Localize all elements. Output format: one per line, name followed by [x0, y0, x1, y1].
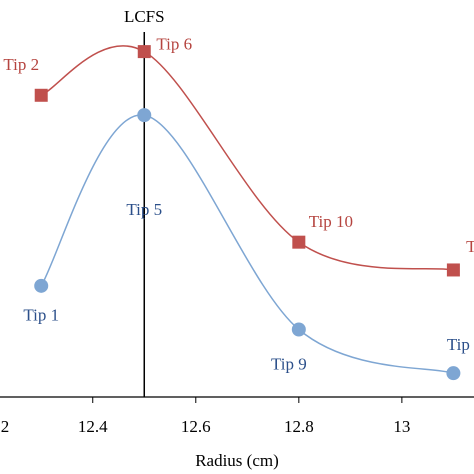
- series-line: [40, 114, 454, 374]
- point-label: Tip 10: [309, 212, 353, 231]
- marker: [291, 322, 306, 337]
- x-tick-label: 12.8: [284, 417, 314, 436]
- x-tick-label: 13: [393, 417, 410, 436]
- marker: [137, 108, 152, 123]
- x-tick-label: 2: [1, 417, 10, 436]
- marker: [446, 263, 460, 277]
- marker: [137, 45, 151, 59]
- x-tick-label: 12.6: [181, 417, 211, 436]
- point-label: Tip 1: [23, 306, 59, 325]
- marker: [446, 366, 461, 381]
- point-label: Tip 2: [3, 55, 39, 74]
- marker: [34, 278, 49, 293]
- marker: [292, 235, 306, 249]
- x-axis-label: Radius (cm): [195, 451, 279, 470]
- point-label: Tip 9: [271, 354, 307, 373]
- x-tick-label: 12.4: [78, 417, 108, 436]
- point-label: Ti: [466, 237, 474, 256]
- series-line: [40, 45, 454, 271]
- marker: [34, 88, 48, 102]
- point-label: Tip: [447, 335, 470, 354]
- point-label: Tip 5: [126, 200, 162, 219]
- point-label: Tip 6: [156, 35, 192, 54]
- lcfs-label: LCFS: [124, 7, 165, 26]
